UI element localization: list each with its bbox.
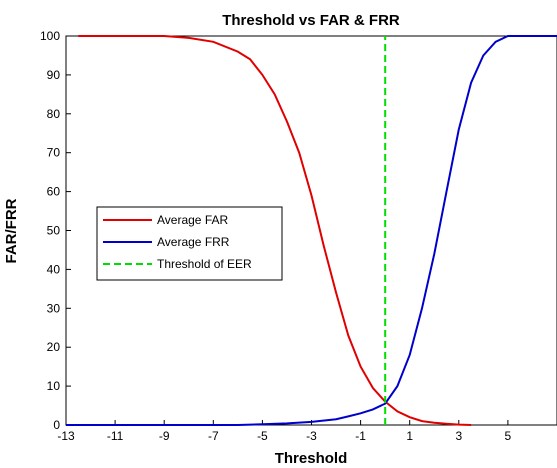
x-tick-label: -1 [355, 429, 366, 443]
y-tick-label: 30 [47, 301, 61, 315]
x-tick-label: 1 [406, 429, 413, 443]
y-tick-label: 70 [47, 146, 61, 160]
y-axis-label: FAR/FRR [3, 198, 20, 263]
x-tick-label: -3 [306, 429, 317, 443]
x-tick-label: -11 [107, 429, 124, 443]
x-tick-label: 3 [455, 429, 462, 443]
y-tick-label: 60 [47, 185, 61, 199]
y-tick-label: 10 [47, 379, 61, 393]
x-axis-label: Threshold [275, 450, 348, 467]
legend-item-far-label: Average FAR [157, 213, 228, 227]
y-tick-label: 80 [47, 107, 61, 121]
y-tick-label: 40 [47, 262, 61, 276]
legend-item-frr-label: Average FRR [157, 235, 230, 249]
far-line [78, 35, 472, 426]
x-tick-label: 5 [505, 429, 512, 443]
series-lines [66, 35, 557, 426]
y-tick-label: 100 [40, 29, 60, 43]
axis-ticks: -13 -11 -9 -7 -5 -3 -1 1 3 5010203040506070809010… [40, 29, 512, 443]
chart-title: Threshold vs FAR & FRR [222, 12, 400, 29]
y-tick-label: 50 [47, 224, 61, 238]
x-tick-label: -9 [159, 429, 170, 443]
x-tick-label: -13 [57, 429, 75, 443]
y-tick-label: 0 [53, 418, 60, 432]
x-tick-label: -5 [257, 429, 268, 443]
legend: Average FAR Average FRR Threshold of EER [96, 206, 283, 281]
y-tick-label: 20 [47, 340, 61, 354]
x-tick-label: -7 [208, 429, 219, 443]
legend-item-eer-label: Threshold of EER [157, 257, 252, 271]
frr-line [66, 35, 557, 426]
y-tick-label: 90 [47, 68, 61, 82]
